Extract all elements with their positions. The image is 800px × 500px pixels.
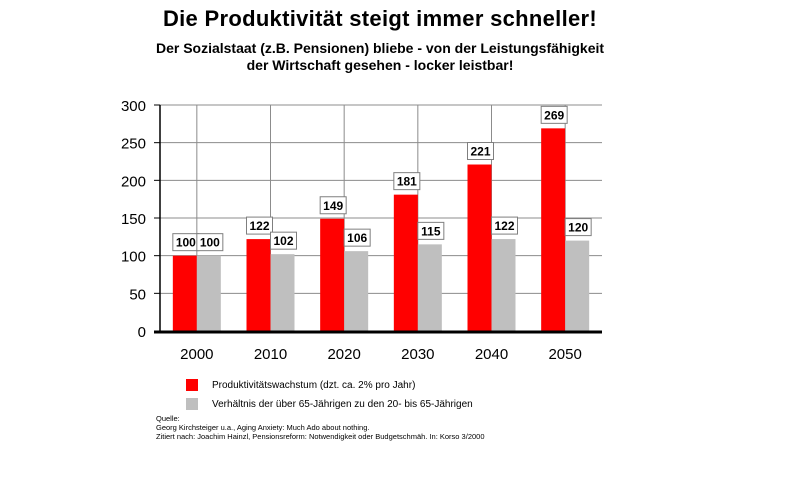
data-label-box <box>343 228 371 247</box>
chart-subtitle: Der Sozialstaat (z.B. Pensionen) bliebe … <box>0 40 760 74</box>
data-label-ratio: 115 <box>417 221 445 240</box>
data-label-box <box>393 172 421 191</box>
data-label-productivity: 149 <box>319 196 347 215</box>
data-label-box <box>467 142 494 161</box>
bar-productivity <box>541 128 566 331</box>
legend-item-ratio: Verhältnis der über 65-Jährigen zu den 2… <box>186 396 473 412</box>
bar-ratio <box>417 244 442 331</box>
source-note: Quelle: Georg Kirchsteiger u.a., Aging A… <box>156 414 485 441</box>
data-label-box <box>540 105 568 124</box>
source-line-2: Georg Kirchsteiger u.a., Aging Anxiety: … <box>156 423 370 432</box>
bar-productivity <box>393 194 418 331</box>
legend-label-productivity: Produktivitätswachstum (dzt. ca. 2% pro … <box>212 379 416 391</box>
y-tick-label: 100 <box>121 249 146 266</box>
source-line-1: Quelle: <box>156 414 180 423</box>
data-label-box <box>564 218 592 237</box>
x-tick-label: 2020 <box>327 346 360 363</box>
data-label-text: 100 <box>200 236 220 250</box>
chart-title: Die Produktivität steigt immer schneller… <box>162 6 598 31</box>
bar-ratio <box>344 251 369 331</box>
subtitle-line-1: Der Sozialstaat (z.B. Pensionen) bliebe … <box>155 40 605 56</box>
x-tick-label: 2010 <box>254 346 287 363</box>
x-tick-label: 2030 <box>401 346 434 363</box>
legend-label-ratio: Verhältnis der über 65-Jährigen zu den 2… <box>212 398 473 410</box>
data-label-box <box>196 233 224 252</box>
y-tick-label: 300 <box>121 98 146 115</box>
data-label-productivity: 100 <box>172 233 200 252</box>
bar-productivity <box>246 239 271 331</box>
data-label-box <box>491 216 518 235</box>
legend: Produktivitätswachstum (dzt. ca. 2% pro … <box>186 377 473 415</box>
bar-productivity <box>172 255 197 331</box>
data-label-text: 120 <box>568 221 588 235</box>
x-tick-label: 2040 <box>475 346 508 363</box>
bar-ratio <box>491 239 516 331</box>
data-label-text: 122 <box>494 219 514 233</box>
bar-productivity <box>467 164 492 331</box>
bar-ratio <box>270 254 295 331</box>
subtitle-line-2: der Wirtschaft gesehen - locker leistbar… <box>246 57 514 73</box>
data-label-text: 269 <box>544 108 564 122</box>
data-label-text: 102 <box>273 234 293 248</box>
source-line-3: Zitiert nach: Joachim Hainzl, Pensionsre… <box>156 432 485 441</box>
legend-swatch-gray <box>186 398 198 410</box>
data-label-productivity: 181 <box>393 172 421 191</box>
x-tick-label: 2050 <box>548 346 581 363</box>
data-label-text: 149 <box>323 199 343 213</box>
legend-item-productivity: Produktivitätswachstum (dzt. ca. 2% pro … <box>186 377 473 393</box>
bar-ratio <box>196 255 221 331</box>
data-label-box <box>270 231 297 250</box>
data-label-box <box>246 216 273 235</box>
legend-swatch-red <box>186 379 198 391</box>
data-label-ratio: 122 <box>491 216 518 235</box>
data-label-productivity: 269 <box>540 105 568 124</box>
data-label-box <box>319 196 347 215</box>
data-label-ratio: 102 <box>270 231 297 250</box>
bar-productivity <box>320 218 345 331</box>
data-label-text: 100 <box>176 236 196 250</box>
y-tick-label: 250 <box>121 136 146 153</box>
y-tick-label: 200 <box>121 173 146 190</box>
bar-ratio <box>565 240 590 331</box>
data-label-box <box>417 221 445 240</box>
data-label-text: 221 <box>470 145 490 159</box>
y-tick-label: 50 <box>129 286 146 303</box>
data-label-text: 181 <box>397 175 417 189</box>
x-tick-label: 2000 <box>180 346 213 363</box>
data-label-text: 122 <box>249 219 269 233</box>
data-label-productivity: 221 <box>467 142 494 161</box>
y-tick-label: 0 <box>138 324 146 341</box>
data-label-ratio: 120 <box>564 218 592 237</box>
data-label-ratio: 106 <box>343 228 371 247</box>
data-label-text: 115 <box>421 224 441 238</box>
data-label-productivity: 122 <box>246 216 273 235</box>
y-tick-label: 150 <box>121 211 146 228</box>
data-label-ratio: 100 <box>196 233 224 252</box>
data-label-text: 106 <box>347 231 367 245</box>
